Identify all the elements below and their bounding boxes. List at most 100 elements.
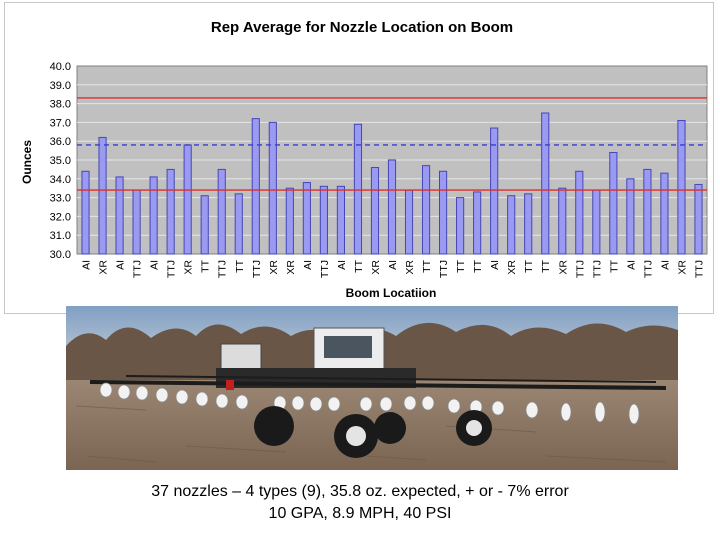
x-tick-label: AI xyxy=(387,260,399,270)
bar xyxy=(421,165,431,255)
bar xyxy=(183,144,192,255)
bar xyxy=(575,170,584,255)
x-tick-label: AI xyxy=(659,260,671,270)
y-tick-label: 31.0 xyxy=(50,230,71,242)
boom xyxy=(89,380,667,390)
bar xyxy=(115,176,124,255)
x-tick-label: TTJ xyxy=(642,260,654,278)
rear-hub xyxy=(466,420,482,436)
x-tick-label: TT xyxy=(455,259,467,272)
caption-line-2: 10 GPA, 8.9 MPH, 40 PSI xyxy=(268,505,452,522)
red-pump xyxy=(226,380,234,390)
x-tick-label: TT xyxy=(523,259,535,272)
bar xyxy=(660,172,669,255)
x-tick-label: TT xyxy=(472,259,484,272)
bar xyxy=(473,191,482,255)
bar xyxy=(541,112,550,255)
bar xyxy=(268,121,277,255)
x-tick-label: XR xyxy=(557,260,569,275)
bar xyxy=(592,189,601,255)
x-tick-label: TT xyxy=(540,259,552,272)
nozzle-bags xyxy=(99,382,640,425)
bar xyxy=(524,193,533,255)
x-tick-label: TT xyxy=(353,259,365,272)
x-tick-label: TTJ xyxy=(251,260,263,278)
bar xyxy=(302,182,311,255)
bar xyxy=(353,123,363,255)
x-tick-label: TTJ xyxy=(217,260,229,278)
bar xyxy=(694,183,703,255)
x-tick-label: TT xyxy=(421,259,433,272)
x-tick-label: AI xyxy=(81,260,93,270)
bar xyxy=(149,176,158,255)
x-tick-label: TTJ xyxy=(319,260,331,278)
y-axis-label: Ounces xyxy=(20,140,34,184)
x-tick-label: AI xyxy=(625,260,637,270)
bar xyxy=(677,120,686,255)
bar xyxy=(285,187,294,255)
x-tick-label: TTJ xyxy=(438,260,450,278)
y-tick-label: 38.0 xyxy=(50,99,71,111)
x-tick-label: TT xyxy=(200,259,212,272)
y-tick-label: 39.0 xyxy=(50,80,71,92)
bar xyxy=(98,136,107,255)
x-tick-label: TTJ xyxy=(132,260,144,278)
y-tick-label: 32.0 xyxy=(50,211,71,223)
front-hub xyxy=(346,426,366,446)
bar xyxy=(217,168,226,255)
y-tick-label: 35.0 xyxy=(50,155,71,167)
x-tick-label: XR xyxy=(404,260,416,275)
x-tick-label: XR xyxy=(370,260,382,275)
x-tick-label: AI xyxy=(302,260,314,270)
y-tick-label: 34.0 xyxy=(50,174,71,186)
bar xyxy=(336,185,345,255)
y-tick-label: 33.0 xyxy=(50,193,71,205)
y-tick-label: 30.0 xyxy=(50,249,71,261)
bar xyxy=(251,118,260,255)
bar xyxy=(609,151,618,255)
boom-upper xyxy=(125,375,657,383)
bar xyxy=(490,127,499,255)
bar xyxy=(234,193,243,255)
x-tick-label: TTJ xyxy=(574,260,586,278)
reference-lines xyxy=(77,97,707,191)
x-tick-labels: AI XR AI TTJ AI TTJ XR TT TTJ TT TTJ XR XR AI TTJ AI TT X… xyxy=(81,259,706,278)
caption: 37 nozzles – 4 types (9), 35.8 oz. expec… xyxy=(0,481,720,525)
bar xyxy=(370,167,380,255)
x-tick-label: XR xyxy=(183,260,195,275)
x-tick-label: XR xyxy=(676,260,688,275)
bar xyxy=(626,178,635,255)
chart-title: Rep Average for Nozzle Location on Boom xyxy=(211,19,513,36)
bar xyxy=(558,187,567,255)
bar xyxy=(81,170,90,255)
bar xyxy=(456,197,465,255)
x-axis-label: Boom Locatiion xyxy=(346,286,437,300)
bar-chart: Rep Average for Nozzle Location on Boom … xyxy=(20,19,708,300)
y-tick-label: 40.0 xyxy=(50,61,71,73)
x-tick-label: XR xyxy=(506,260,518,275)
x-tick-label: TTJ xyxy=(693,260,705,278)
x-tick-label: TTJ xyxy=(591,260,603,278)
x-tick-label: XR xyxy=(285,260,297,275)
bars xyxy=(81,112,703,255)
y-tick-labels: 30.0 31.0 32.0 33.0 34.0 35.0 36.0 37.0 38.0 39.0… xyxy=(50,61,71,261)
sprayer-photo xyxy=(66,306,678,470)
bar xyxy=(439,170,448,255)
y-tick-label: 37.0 xyxy=(50,117,71,129)
bar xyxy=(200,195,209,255)
bar xyxy=(132,189,141,255)
x-tick-label: AI xyxy=(489,260,501,270)
x-tick-label: XR xyxy=(268,260,280,275)
cab-window xyxy=(324,336,372,358)
x-tick-label: TT xyxy=(608,259,620,272)
sprayer xyxy=(89,327,667,458)
x-tick-label: XR xyxy=(98,260,110,275)
bar xyxy=(387,159,397,255)
left-wheel xyxy=(254,406,294,446)
x-tick-label: AI xyxy=(149,260,161,270)
bar xyxy=(507,195,516,255)
x-tick-label: AI xyxy=(336,260,348,270)
chart-panel: Rep Average for Nozzle Location on Boom … xyxy=(4,2,714,314)
caption-line-1: 37 nozzles – 4 types (9), 35.8 oz. expec… xyxy=(151,483,569,500)
gridlines xyxy=(77,84,707,236)
